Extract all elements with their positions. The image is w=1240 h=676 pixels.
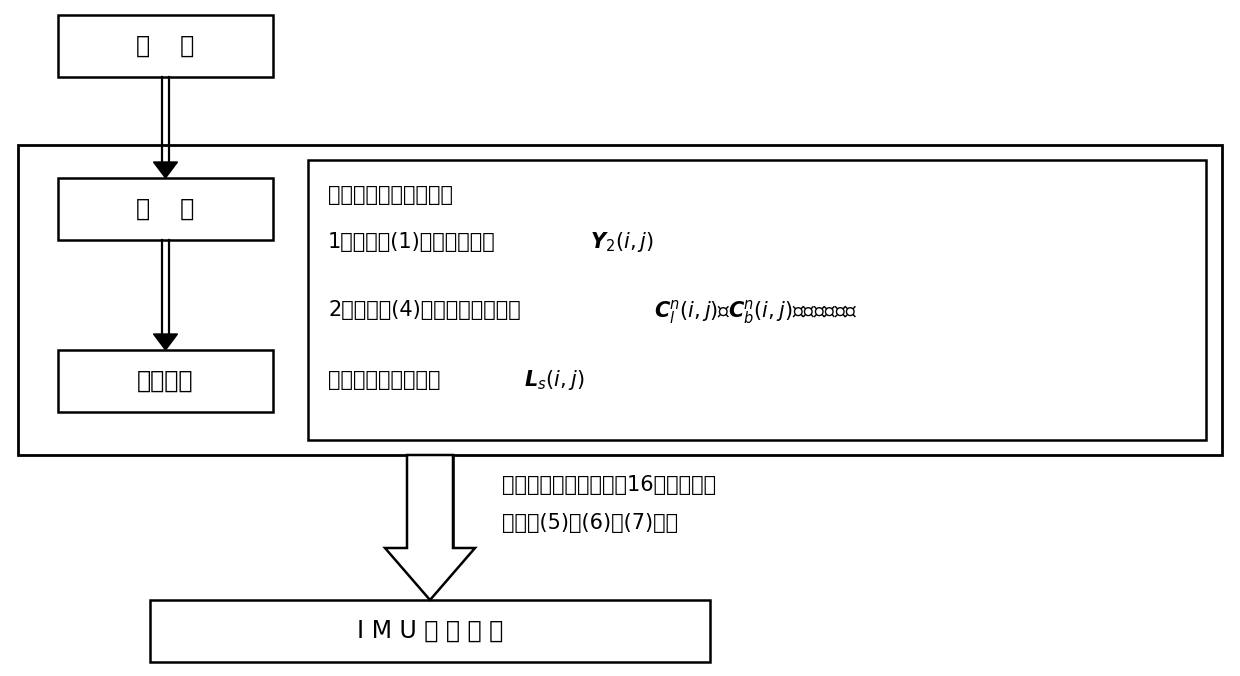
Text: 2）根据式(4)计算相应的矩阵为: 2）根据式(4)计算相应的矩阵为 (329, 300, 521, 320)
Polygon shape (154, 334, 177, 350)
Bar (58, 350, 273, 412)
Polygon shape (384, 455, 475, 600)
Text: 结合式(5)、(6)、(7)可得: 结合式(5)、(6)、(7)可得 (502, 513, 678, 533)
Text: $\boldsymbol{Y}_2(i,j)$: $\boldsymbol{Y}_2(i,j)$ (590, 230, 653, 254)
Text: 每次转动静止测量后，: 每次转动静止测量后， (329, 185, 453, 205)
Bar (58, 178, 273, 240)
Text: $\boldsymbol{C}_l^n(i,j)$、$\boldsymbol{C}_b^n(i,j)$，进一步得到: $\boldsymbol{C}_l^n(i,j)$、$\boldsymbol{C… (653, 298, 858, 326)
Text: 对    准: 对 准 (136, 34, 195, 58)
Bar (19, 145, 1221, 455)
Bar (150, 600, 711, 662)
Text: 各误差参数系数向量: 各误差参数系数向量 (329, 370, 440, 390)
Bar (308, 160, 1207, 440)
Text: 利用正四面体方案中的16次转动激励: 利用正四面体方案中的16次转动激励 (502, 475, 717, 495)
Text: 转    动: 转 动 (136, 197, 195, 221)
Text: 静止测量: 静止测量 (138, 369, 193, 393)
Text: 1）根据式(1)拟合出观测量: 1）根据式(1)拟合出观测量 (329, 232, 496, 252)
Text: I M U 误 差 参 数: I M U 误 差 参 数 (357, 619, 503, 643)
Text: $\boldsymbol{L}_s(i,j)$: $\boldsymbol{L}_s(i,j)$ (525, 368, 584, 392)
Polygon shape (154, 162, 177, 178)
Bar (58, 15, 273, 77)
